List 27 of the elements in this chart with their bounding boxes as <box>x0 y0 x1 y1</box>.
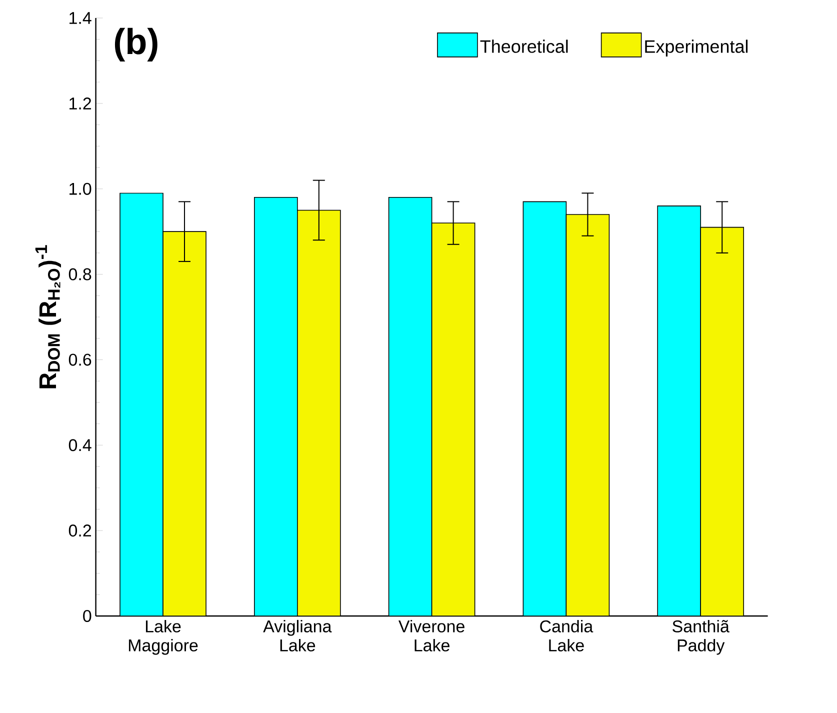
legend-label: Theoretical <box>480 40 568 53</box>
x-tick-label: Viverone Lake <box>398 620 464 652</box>
bar <box>297 210 341 616</box>
y-tick-label: 0.8 <box>68 268 92 280</box>
bar <box>657 206 702 616</box>
y-tick-label: 0.2 <box>68 524 92 537</box>
x-tick-label: Avigliana Lake <box>263 620 332 652</box>
y-tick-label: 1.4 <box>70 12 92 24</box>
x-tick-label: Santhiã Paddy <box>672 620 730 655</box>
bar <box>522 201 567 616</box>
bar <box>254 196 298 616</box>
y-tick-label: 0.4 <box>68 439 92 452</box>
y-tick-label: 0 <box>83 610 92 622</box>
x-tick-label: Candia Lake <box>540 620 594 652</box>
bar <box>120 192 164 616</box>
bar <box>700 226 744 616</box>
annotation: (b) <box>114 28 158 62</box>
y-tick-label: 1.0 <box>70 182 92 195</box>
bar <box>162 231 206 616</box>
bar <box>431 222 476 616</box>
bar <box>566 214 610 616</box>
legend-label: Experimental <box>645 40 748 56</box>
y-tick-label: 0.6 <box>68 354 92 366</box>
y-tick-label: 1.2 <box>70 97 92 110</box>
y-axis-title: R$_{DOM}$ (R$_{H₂O}$)$^{-1}$ <box>35 245 61 388</box>
bar <box>388 196 432 616</box>
x-tick-label: Lake Maggiore <box>128 620 198 655</box>
